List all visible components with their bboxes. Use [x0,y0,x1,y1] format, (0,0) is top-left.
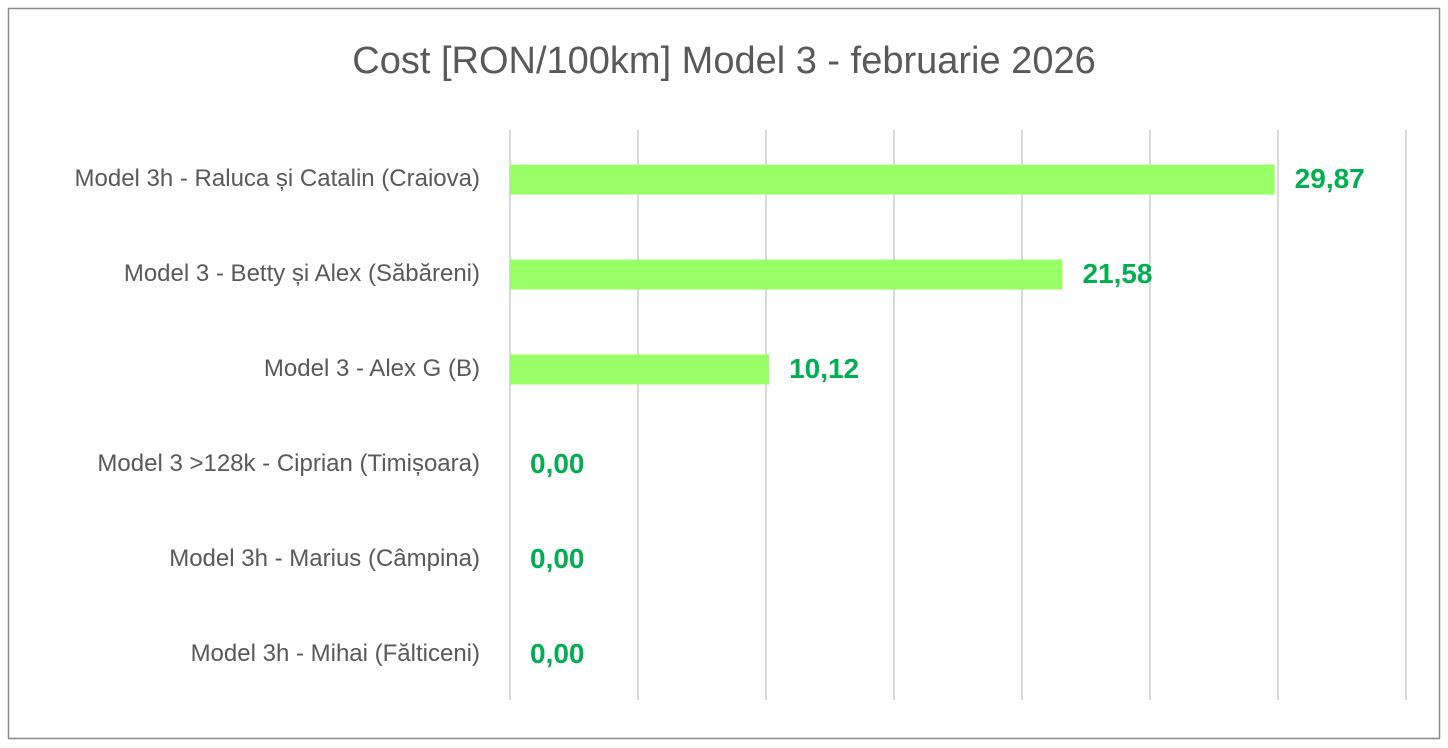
chart-title: Cost [RON/100km] Model 3 - februarie 202… [352,40,1095,82]
y-tick-label: Model 3h - Mihai (Fălticeni) [191,640,480,667]
bar [510,354,770,385]
data-label: 0,00 [530,638,585,669]
y-tick-label: Model 3 - Betty și Alex (Săbăreni) [124,260,480,287]
y-tick-label: Model 3h - Marius (Câmpina) [169,545,480,572]
y-tick-label: Model 3h - Raluca și Catalin (Craiova) [75,165,481,192]
y-tick-label: Model 3 - Alex G (B) [264,355,480,382]
data-label: 10,12 [789,353,859,384]
data-label: 0,00 [530,448,585,479]
bar [510,259,1063,290]
bar [510,164,1275,195]
y-tick-label: Model 3 >128k - Ciprian (Timișoara) [97,450,480,477]
data-label: 29,87 [1295,163,1365,194]
data-label: 21,58 [1082,258,1152,289]
data-label: 0,00 [530,543,585,574]
